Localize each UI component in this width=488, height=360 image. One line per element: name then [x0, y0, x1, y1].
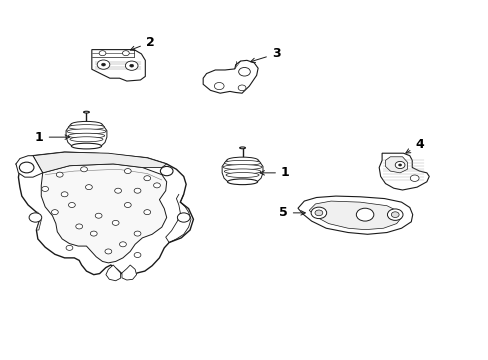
Circle shape [409, 175, 418, 181]
Polygon shape [308, 201, 401, 230]
Circle shape [56, 172, 63, 177]
Ellipse shape [67, 129, 106, 134]
Ellipse shape [226, 157, 258, 163]
Ellipse shape [239, 147, 245, 149]
Circle shape [95, 213, 102, 218]
Circle shape [51, 210, 58, 215]
Circle shape [356, 208, 373, 221]
Ellipse shape [83, 111, 89, 113]
Circle shape [129, 64, 133, 67]
Circle shape [160, 166, 173, 176]
Circle shape [90, 231, 97, 236]
Circle shape [134, 231, 141, 236]
Polygon shape [36, 212, 41, 230]
Circle shape [390, 212, 398, 217]
Polygon shape [106, 265, 120, 281]
Text: 3: 3 [250, 48, 280, 63]
Polygon shape [33, 152, 166, 173]
Ellipse shape [224, 160, 260, 165]
Circle shape [102, 63, 105, 66]
Circle shape [76, 224, 82, 229]
Text: 1: 1 [35, 131, 69, 144]
Circle shape [124, 203, 131, 207]
Ellipse shape [225, 172, 259, 177]
Text: 1: 1 [260, 166, 289, 179]
Circle shape [119, 242, 126, 247]
Text: 4: 4 [405, 139, 423, 153]
Polygon shape [92, 50, 145, 81]
Text: 5: 5 [279, 206, 305, 219]
Circle shape [238, 67, 250, 76]
Polygon shape [16, 152, 193, 276]
Circle shape [99, 51, 106, 56]
Circle shape [41, 186, 48, 192]
Circle shape [61, 192, 68, 197]
Circle shape [122, 51, 129, 56]
Ellipse shape [227, 179, 257, 185]
Circle shape [85, 185, 92, 190]
Circle shape [115, 188, 121, 193]
Circle shape [112, 220, 119, 225]
Circle shape [214, 82, 224, 90]
Circle shape [125, 61, 138, 70]
Circle shape [68, 203, 75, 207]
Circle shape [386, 209, 402, 220]
Ellipse shape [70, 137, 103, 142]
Circle shape [238, 85, 245, 91]
Ellipse shape [223, 165, 262, 170]
Polygon shape [41, 164, 166, 263]
Ellipse shape [68, 133, 104, 138]
Circle shape [134, 188, 141, 193]
Circle shape [314, 210, 322, 216]
Circle shape [177, 213, 190, 222]
Circle shape [20, 162, 34, 173]
Circle shape [66, 246, 73, 250]
Polygon shape [203, 60, 258, 93]
Ellipse shape [71, 121, 102, 128]
Circle shape [134, 252, 141, 257]
Polygon shape [16, 156, 42, 177]
Circle shape [143, 210, 150, 215]
Polygon shape [385, 157, 407, 173]
Circle shape [81, 167, 87, 172]
Circle shape [105, 249, 112, 254]
Circle shape [143, 176, 150, 181]
Circle shape [398, 164, 401, 166]
Circle shape [29, 213, 41, 222]
Circle shape [310, 207, 326, 219]
Polygon shape [297, 196, 412, 234]
Ellipse shape [224, 169, 260, 174]
Circle shape [153, 183, 160, 188]
Polygon shape [122, 265, 136, 280]
Ellipse shape [71, 143, 102, 149]
Circle shape [97, 60, 110, 69]
Text: 2: 2 [130, 36, 154, 50]
Circle shape [124, 168, 131, 174]
Circle shape [394, 161, 404, 168]
Ellipse shape [68, 125, 104, 130]
Polygon shape [378, 153, 428, 190]
